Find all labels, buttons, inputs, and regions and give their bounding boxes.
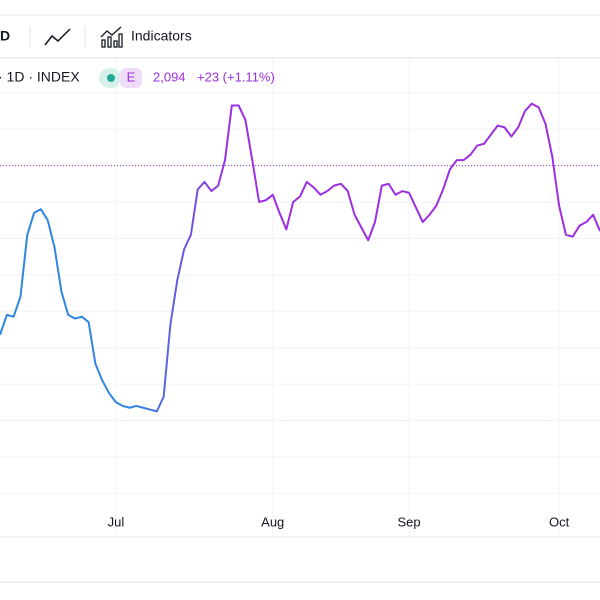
x-tick-label: Aug: [261, 514, 284, 529]
legend-symbol: · 1D · INDEX: [0, 69, 80, 85]
line-series: [0, 102, 600, 413]
indicators-icon[interactable]: [100, 26, 123, 48]
indicators-button[interactable]: Indicators: [131, 28, 192, 44]
badge-pill: [120, 68, 142, 88]
interval-button[interactable]: D: [0, 28, 10, 44]
chart-type-button[interactable]: [44, 28, 71, 46]
x-tick-label: Sep: [398, 514, 421, 529]
legend-price: 2,094: [153, 69, 186, 84]
legend-change: +23 (+1.11%): [197, 69, 275, 84]
x-tick-label: Jul: [108, 514, 125, 529]
plot: Jul Aug Sep Oct: [0, 60, 600, 537]
status-dot: [107, 74, 115, 82]
x-tick-label: Oct: [549, 514, 570, 529]
badge: E: [127, 69, 136, 84]
